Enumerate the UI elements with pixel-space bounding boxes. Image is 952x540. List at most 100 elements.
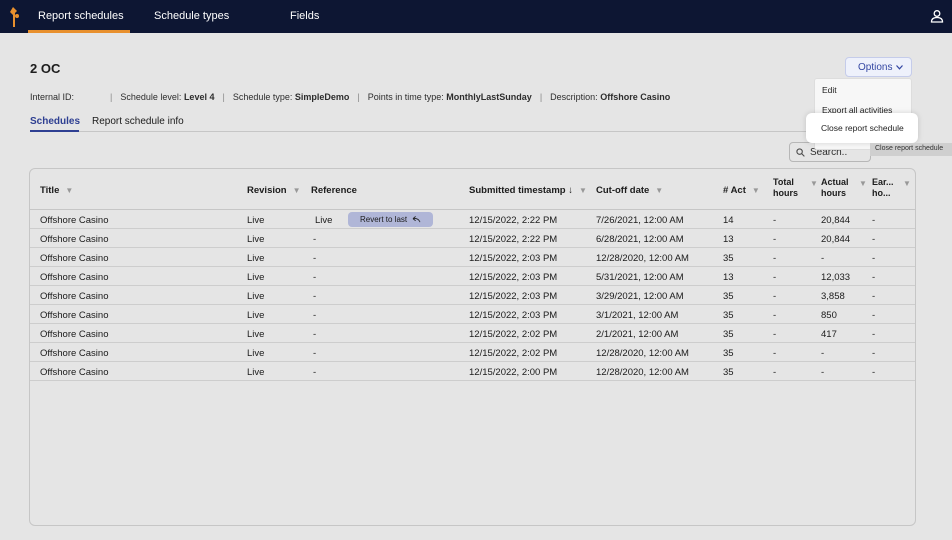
cell-cutoff: 7/26/2021, 12:00 AM [596,215,684,226]
filter-icon[interactable]: ▼ [655,186,664,195]
cell-cutoff: 12/28/2020, 12:00 AM [596,348,689,359]
cell-revision: Live [247,291,265,302]
cell-title: Offshore Casino [40,291,109,302]
table-row[interactable]: Offshore Casino Live 12/15/2022, 2:02 PM 2/… [30,324,915,343]
cell-reference: - [313,291,317,302]
cell-total: - [773,215,777,226]
filter-icon[interactable]: ▼ [292,186,301,195]
cell-total: - [773,310,777,321]
points-value: MonthlyLastSunday [446,92,532,102]
tooltip: Close report schedule [870,143,952,156]
cell-act: 14 [723,215,734,226]
schedule-level-value: Level 4 [183,92,215,102]
cell-submitted: 12/15/2022, 2:03 PM [469,310,558,321]
page-title: 2 OC [30,61,61,76]
subtabs: Schedules Report schedule info [30,116,910,132]
table-row[interactable]: Offshore Casino Live 12/15/2022, 2:22 PM 7/… [30,210,915,229]
cell-reference: - [313,234,317,245]
user-icon[interactable] [930,9,944,23]
filter-icon[interactable]: ▼ [65,186,74,195]
nav-tab-schedule-types[interactable]: Schedule types [154,10,230,22]
cell-title: Offshore Casino [40,272,109,283]
table-row[interactable]: Offshore Casino Live 12/15/2022, 2:03 PM 12… [30,248,915,267]
filter-icon[interactable]: ▼ [579,186,587,195]
cell-submitted: 12/15/2022, 2:02 PM [469,348,558,359]
cell-ear: - [872,234,876,245]
col-header-revision[interactable]: Revision ▼ [247,185,301,196]
cell-ear: - [872,272,876,283]
menu-item-edit[interactable]: Edit [822,85,837,95]
cell-act: 35 [723,329,734,340]
table-row[interactable]: Offshore Casino Live 12/15/2022, 2:02 PM 12… [30,343,915,362]
points-label: Points in time type: [367,92,444,102]
revert-to-last-button[interactable]: Revert to last [348,212,433,227]
table-row[interactable]: Offshore Casino Live 12/15/2022, 2:03 PM 3/… [30,286,915,305]
cell-ear: - [872,253,876,264]
schedule-type-label: Schedule type: [232,92,293,102]
cell-submitted: 12/15/2022, 2:03 PM [469,272,558,283]
internal-id-label: Internal ID: [30,92,75,102]
cell-reference: - [313,348,317,359]
cell-title: Offshore Casino [40,215,109,226]
sort-desc-icon[interactable]: ↓ [568,185,573,196]
cell-cutoff: 2/1/2021, 12:00 AM [596,329,679,340]
cell-ear: - [872,291,876,302]
cell-cutoff: 3/1/2021, 12:00 AM [596,310,679,321]
col-header-total-hours[interactable]: Total hours [773,177,799,198]
cell-act: 13 [723,272,734,283]
cell-revision: Live [247,272,265,283]
menu-item-close-report-schedule[interactable]: Close report schedule [806,113,918,143]
cell-submitted: 12/15/2022, 2:03 PM [469,291,558,302]
col-header-actual-hours[interactable]: Actual hours [821,177,849,198]
col-header-cutoff[interactable]: Cut-off date ▼ [596,185,664,196]
filter-icon[interactable]: ▼ [751,186,760,195]
cell-reference: - [313,310,317,321]
tab-report-schedule-info[interactable]: Report schedule info [92,116,184,127]
cell-actual: - [821,253,825,264]
top-nav-bar: Report schedules Schedule types Fields [0,0,952,33]
table-row[interactable]: Offshore Casino Live 12/15/2022, 2:00 PM 12… [30,362,915,381]
cell-actual: 20,844 [821,234,851,245]
col-header-title[interactable]: Title ▼ [40,185,74,196]
cell-total: - [773,253,777,264]
cell-revision: Live [247,348,265,359]
tab-schedules[interactable]: Schedules [30,116,81,127]
cell-reference: - [313,367,317,378]
cell-ear: - [872,367,876,378]
cell-reference: - [313,253,317,264]
cell-actual: - [821,367,825,378]
chevron-down-icon [896,65,903,70]
options-button[interactable]: Options [845,57,912,77]
cell-submitted: 12/15/2022, 2:02 PM [469,329,558,340]
col-header-act[interactable]: # Act ▼ [723,185,760,196]
nav-tab-report-schedules[interactable]: Report schedules [38,10,124,22]
cell-cutoff: 6/28/2021, 12:00 AM [596,234,684,245]
menu-item-export-all-activities[interactable]: Export all activities [822,105,893,115]
cell-submitted: 12/15/2022, 2:22 PM [469,215,558,226]
cell-act: 13 [723,234,734,245]
table-row[interactable]: Offshore Casino Live 12/15/2022, 2:22 PM 6/… [30,229,915,248]
cell-revision: Live [247,310,265,321]
cell-act: 35 [723,310,734,321]
table-row[interactable]: Offshore Casino Live 12/15/2022, 2:03 PM 5/… [30,267,915,286]
schedule-type-value: SimpleDemo [294,92,350,102]
filter-icon[interactable]: ▼ [859,179,867,188]
meta-row: Internal ID: | Schedule level: Level 4 |… [30,92,671,102]
cell-actual: - [821,348,825,359]
description-value: Offshore Casino [600,92,671,102]
cell-title: Offshore Casino [40,310,109,321]
cell-ear: - [872,329,876,340]
table-row[interactable]: Offshore Casino Live 12/15/2022, 2:03 PM 3/… [30,305,915,324]
cell-actual: 3,858 [821,291,845,302]
filter-icon[interactable]: ▼ [903,179,911,188]
cell-actual: 20,844 [821,215,851,226]
cell-revision: Live [247,329,265,340]
schedules-table: Title ▼ Revision ▼ Reference Submitted tim… [29,168,916,526]
cell-reference: Live [315,215,333,226]
main-content: 2 OC Internal ID: | Schedule level: Leve… [0,33,952,540]
col-header-submitted[interactable]: Submitted timestamp ↓ ▼ [469,185,587,196]
cell-actual: 417 [821,329,837,340]
nav-tab-fields[interactable]: Fields [290,10,320,22]
filter-icon[interactable]: ▼ [810,179,818,188]
col-header-earned-hours[interactable]: Ear... ho... [872,177,894,198]
